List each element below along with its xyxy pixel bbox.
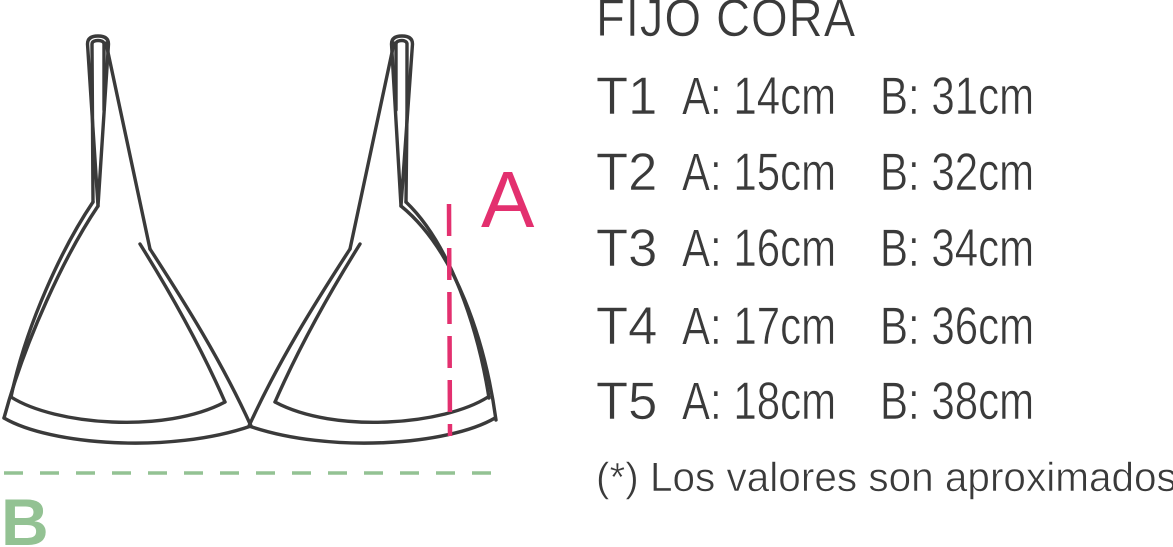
svg-text:B: B [1, 485, 49, 547]
svg-text:A: A [481, 155, 535, 244]
